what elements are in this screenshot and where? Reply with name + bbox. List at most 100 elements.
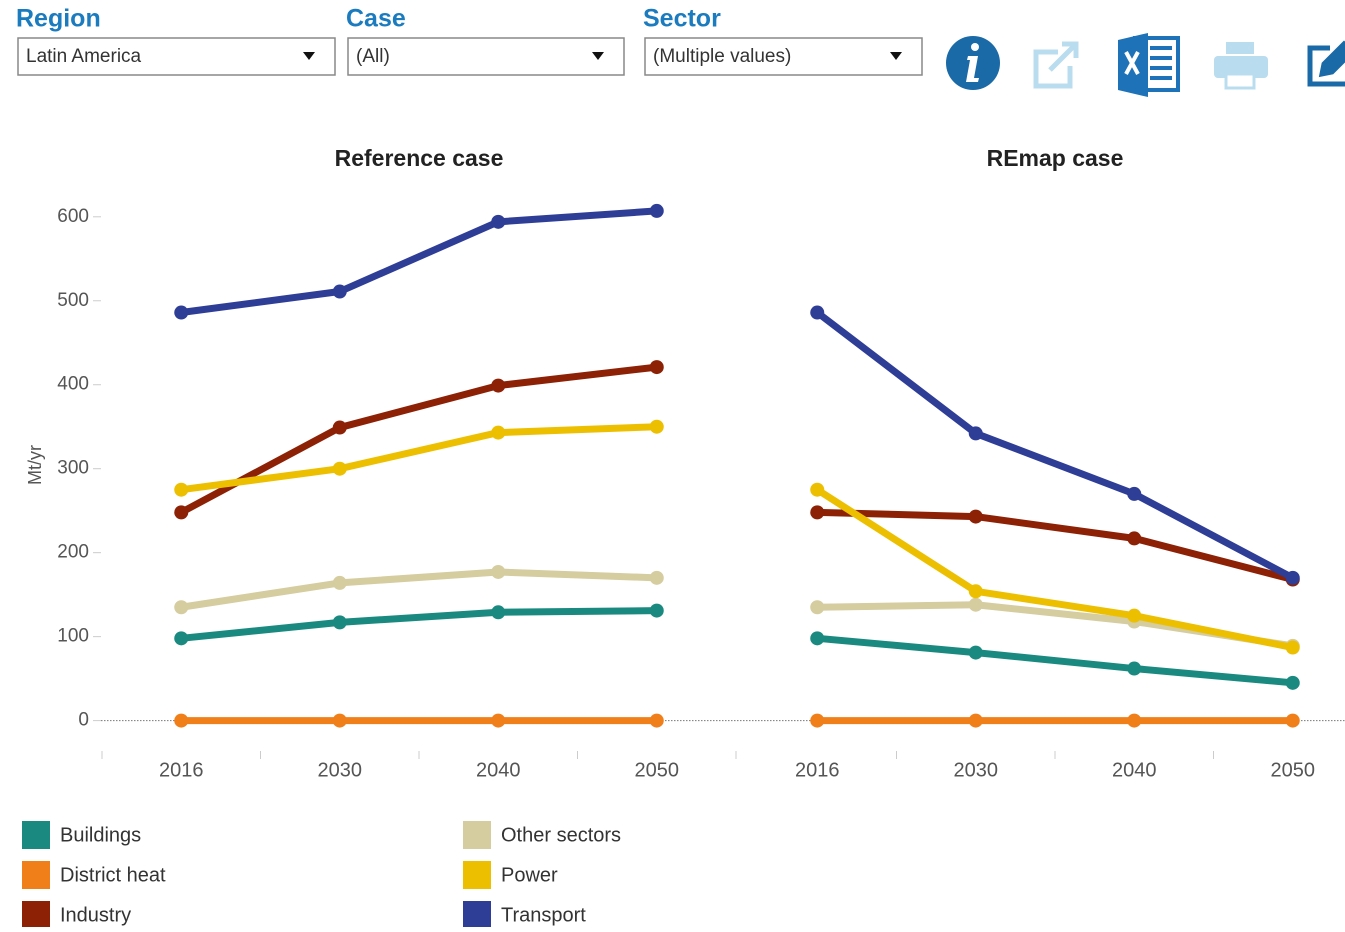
legend-swatch[interactable]	[22, 901, 50, 929]
data-point	[810, 600, 825, 615]
data-point	[1127, 661, 1142, 676]
y-tick-label: 0	[78, 710, 89, 731]
data-point	[174, 505, 189, 520]
dropdown[interactable]	[17, 37, 336, 76]
data-point	[491, 713, 506, 728]
filter-label: Region	[16, 5, 101, 33]
data-point	[649, 419, 664, 434]
y-tick-label: 200	[57, 542, 89, 563]
series-line	[180, 423, 657, 494]
x-tick-label: 2030	[954, 759, 999, 781]
data-point	[174, 631, 189, 646]
data-point	[491, 425, 506, 440]
data-point	[810, 482, 825, 497]
data-point	[968, 426, 983, 441]
data-point	[649, 203, 664, 218]
series-line	[180, 568, 657, 611]
legend-swatch[interactable]	[22, 861, 50, 889]
data-point	[332, 575, 347, 590]
series-line	[817, 508, 1294, 583]
data-point	[491, 564, 506, 579]
data-point	[968, 597, 983, 612]
legend-label[interactable]: Other sectors	[501, 824, 621, 846]
legend-label[interactable]: District heat	[60, 864, 166, 886]
data-point	[1285, 713, 1300, 728]
data-point	[174, 600, 189, 615]
data-point	[968, 509, 983, 524]
x-tick-label: 2050	[1271, 759, 1316, 781]
y-axis-label: Mt/yr	[25, 445, 45, 485]
data-point	[810, 713, 825, 728]
data-point	[1127, 486, 1142, 501]
x-tick-label: 2016	[159, 759, 204, 781]
data-point	[332, 615, 347, 630]
data-point	[649, 713, 664, 728]
data-point	[174, 713, 189, 728]
data-point	[1127, 713, 1142, 728]
data-point	[968, 584, 983, 599]
data-point	[968, 645, 983, 660]
dropdown-value: Latin America	[26, 46, 142, 67]
data-point	[968, 713, 983, 728]
data-point	[332, 284, 347, 299]
data-point	[491, 378, 506, 393]
legend-swatch[interactable]	[463, 861, 491, 889]
info-icon[interactable]	[946, 36, 1000, 90]
dropdown-arrow	[592, 52, 604, 60]
filter-label: Case	[346, 5, 406, 33]
data-point	[174, 305, 189, 320]
legend-swatch[interactable]	[22, 821, 50, 849]
series-line	[816, 634, 1294, 687]
y-tick-label: 100	[57, 626, 89, 647]
edit-icon[interactable]	[1307, 40, 1345, 87]
data-point	[810, 505, 825, 520]
dropdown[interactable]	[347, 37, 625, 76]
data-point	[491, 605, 506, 620]
data-point	[1285, 675, 1300, 690]
series-line	[180, 207, 657, 316]
series-line	[179, 363, 658, 516]
y-tick-label: 600	[57, 206, 89, 227]
series-line	[815, 309, 1295, 581]
series-line	[817, 601, 1294, 650]
data-point	[649, 570, 664, 585]
data-point	[174, 482, 189, 497]
series-line	[815, 486, 1294, 651]
legend-label[interactable]: Industry	[60, 904, 131, 926]
y-tick-label: 300	[57, 458, 89, 479]
series-line	[180, 607, 657, 642]
data-point	[810, 631, 825, 646]
y-tick-label: 500	[57, 290, 89, 311]
print-icon[interactable]	[1214, 42, 1268, 90]
legend-label[interactable]: Power	[501, 864, 558, 886]
dropdown-arrow	[303, 52, 315, 60]
dropdown-value: (Multiple values)	[653, 46, 791, 67]
data-point	[332, 713, 347, 728]
legend-swatch[interactable]	[463, 821, 491, 849]
data-point	[332, 461, 347, 476]
filter-label: Sector	[643, 5, 721, 33]
data-point	[649, 603, 664, 618]
data-point	[1127, 531, 1142, 546]
x-tick-label: 2040	[476, 759, 521, 781]
dropdown-value: (All)	[356, 46, 390, 67]
data-point	[1285, 640, 1300, 655]
share-icon[interactable]	[1033, 41, 1079, 89]
y-tick-label: 400	[57, 374, 89, 395]
dropdown-arrow	[890, 52, 902, 60]
data-point	[332, 420, 347, 435]
data-point	[810, 305, 825, 320]
legend-label[interactable]: Buildings	[60, 824, 141, 846]
x-tick-label: 2040	[1112, 759, 1157, 781]
data-point	[1127, 608, 1142, 623]
dropdown[interactable]	[644, 37, 923, 76]
excel-icon[interactable]	[1118, 33, 1180, 97]
x-tick-label: 2030	[318, 759, 363, 781]
legend-label[interactable]: Transport	[501, 904, 586, 926]
data-point	[1285, 570, 1300, 585]
data-point	[649, 360, 664, 375]
legend-swatch[interactable]	[463, 901, 491, 929]
x-tick-label: 2050	[635, 759, 680, 781]
